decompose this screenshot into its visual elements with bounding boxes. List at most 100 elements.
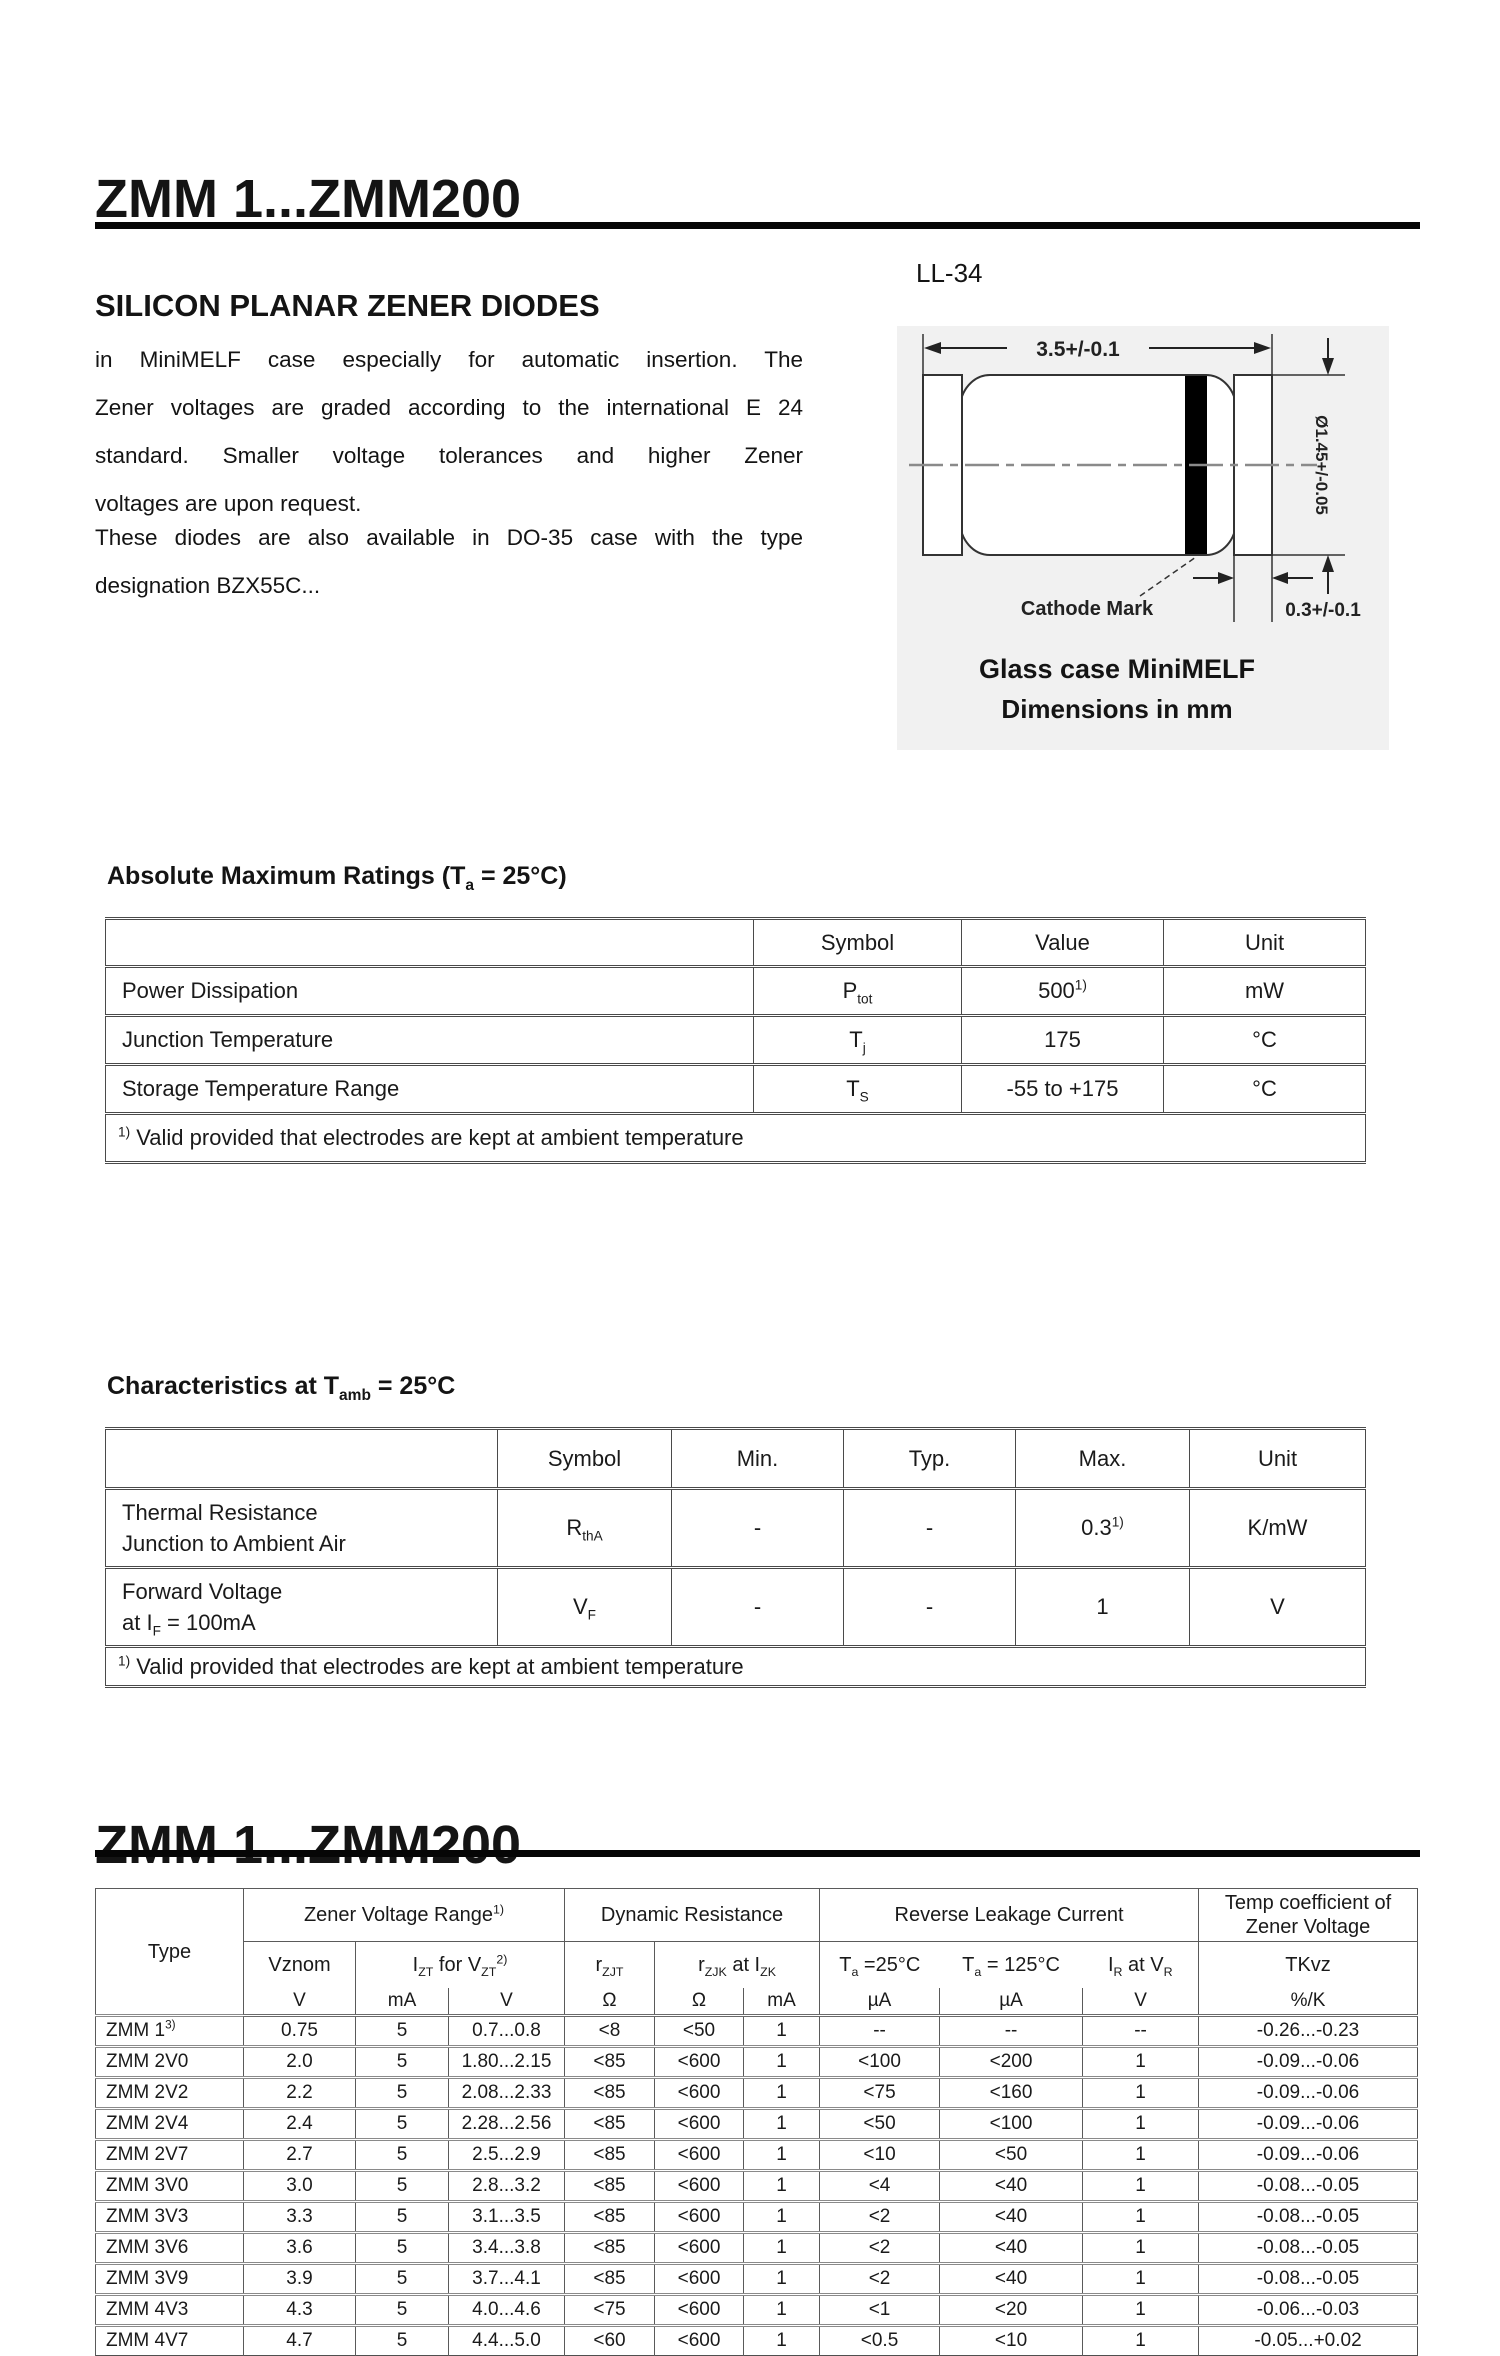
group-header-row: Type Zener Voltage Range1) Dynamic Resis…	[95, 1888, 1418, 2016]
abs-max-table: Symbol Value Unit Power Dissipation Ptot…	[105, 917, 1366, 1164]
column-header: Value	[961, 917, 1164, 967]
izt-cell: 5	[355, 2014, 449, 2047]
rzjt-cell: <85	[564, 2138, 655, 2171]
type-table-body: ZMM 13) 0.75 5 0.7...0.8 <8 <50 1 -- -- …	[95, 2014, 1418, 2356]
rzjk-cell: <600	[654, 2262, 744, 2295]
diode-outline-drawing: 3.5+/-0.1 Ø1.45+/-0.05 0.3+/-0.1 Cathode…	[909, 334, 1361, 622]
tkvz-cell: -0.26...-0.23	[1198, 2014, 1418, 2047]
table-row: ZMM 2V0 2.0 5 1.80...2.15 <85 <600 1 <10…	[95, 2045, 1418, 2078]
type-table: Type Zener Voltage Range1) Dynamic Resis…	[95, 1888, 1419, 2356]
table-footnote: 1) Valid provided that electrodes are ke…	[105, 1645, 1366, 1687]
rzjk-cell: <600	[654, 2138, 744, 2171]
ir-125c-cell: <10	[939, 2324, 1083, 2356]
diameter-dimension-label: Ø1.45+/-0.05	[1312, 415, 1331, 515]
figure-caption-dimensions: Dimensions in mm	[1001, 694, 1233, 724]
ir-125c-cell: <40	[939, 2262, 1083, 2295]
parameter-cell: Thermal Resistance Junction to Ambient A…	[105, 1487, 498, 1568]
ir-125c-cell: <200	[939, 2045, 1083, 2078]
paragraph-line: in MiniMELF case especially for automati…	[95, 347, 803, 372]
type-cell: ZMM 4V7	[95, 2324, 244, 2356]
rzjk-cell: <600	[654, 2324, 744, 2356]
group-header-zener-voltage: Zener Voltage Range1)	[242, 1888, 565, 1942]
vznom-cell: 2.4	[243, 2107, 356, 2140]
vzt-range-cell: 3.1...3.5	[447, 2200, 565, 2233]
paragraph-line: Zener voltages are graded according to t…	[95, 395, 803, 420]
vzt-range-cell: 2.8...3.2	[447, 2169, 565, 2202]
type-cell: ZMM 2V7	[95, 2138, 244, 2171]
group-header-temp-coefficient: Temp coefficient of Zener Voltage	[1198, 1888, 1418, 1942]
rzjt-cell: <85	[564, 2045, 655, 2078]
vr-cell: 1	[1082, 2293, 1199, 2326]
vr-cell: 1	[1082, 2231, 1199, 2264]
table-row: ZMM 2V2 2.2 5 2.08...2.33 <85 <600 1 <75…	[95, 2076, 1418, 2109]
parameter-cell: Power Dissipation	[105, 965, 754, 1016]
tkvz-cell: -0.08...-0.05	[1198, 2262, 1418, 2295]
izk-cell: 1	[743, 2231, 820, 2264]
table-row: ZMM 3V9 3.9 5 3.7...4.1 <85 <600 1 <2 <4…	[95, 2262, 1418, 2295]
rzjk-cell: <600	[654, 2293, 744, 2326]
tkvz-cell: -0.08...-0.05	[1198, 2231, 1418, 2264]
page-title: ZMM 1...ZMM200	[95, 169, 522, 230]
unit-header: µA	[939, 1988, 1083, 2017]
tkvz-cell: -0.05...+0.02	[1198, 2324, 1418, 2356]
table-header-row: Symbol Min. Typ. Max. Unit	[105, 1427, 1366, 1489]
paragraph-line: voltages are upon request.	[95, 491, 362, 516]
izk-cell: 1	[743, 2014, 820, 2047]
table-footnote: 1) Valid provided that electrodes are ke…	[105, 1112, 1366, 1163]
ir-25c-cell: <10	[819, 2138, 940, 2171]
footnote-row: 1) Valid provided that electrodes are ke…	[105, 1645, 1366, 1687]
tkvz-cell: -0.09...-0.06	[1198, 2076, 1418, 2109]
izk-cell: 1	[743, 2324, 820, 2356]
ir-125c-cell: <40	[939, 2169, 1083, 2202]
arrowhead-up-icon	[1322, 555, 1334, 572]
section-rule	[95, 1850, 1420, 1857]
vznom-cell: 3.3	[243, 2200, 356, 2233]
sub-header-ir-vr: IR at VR	[1107, 1953, 1173, 1979]
izk-cell: 1	[743, 2293, 820, 2326]
ir-125c-cell: --	[939, 2014, 1083, 2047]
footnote-row: 1) Valid provided that electrodes are ke…	[105, 1112, 1366, 1163]
tkvz-cell: -0.08...-0.05	[1198, 2169, 1418, 2202]
izt-cell: 5	[355, 2076, 449, 2109]
izt-cell: 5	[355, 2324, 449, 2356]
column-header: Unit	[1163, 917, 1366, 967]
min-cell: -	[671, 1487, 844, 1568]
page-subtitle: SILICON PLANAR ZENER DIODES	[95, 287, 600, 323]
rzjt-cell: <85	[564, 2262, 655, 2295]
vzt-range-cell: 0.7...0.8	[447, 2014, 565, 2047]
ir-125c-cell: <40	[939, 2231, 1083, 2264]
arrowhead-left-icon	[924, 342, 941, 354]
table-row: Thermal Resistance Junction to Ambient A…	[105, 1487, 1366, 1568]
package-figure-panel: 3.5+/-0.1 Ø1.45+/-0.05 0.3+/-0.1 Cathode…	[897, 326, 1389, 750]
rzjt-cell: <60	[564, 2324, 655, 2356]
parameter-cell: Storage Temperature Range	[105, 1063, 754, 1114]
vznom-cell: 2.2	[243, 2076, 356, 2109]
izt-cell: 5	[355, 2293, 449, 2326]
rzjk-cell: <600	[654, 2231, 744, 2264]
table-row: Forward Voltage at IF = 100mA VF - - 1 V	[105, 1566, 1366, 1647]
group-header-dynamic-resistance: Dynamic Resistance	[564, 1888, 820, 1942]
izk-cell: 1	[743, 2045, 820, 2078]
type-cell: ZMM 3V0	[95, 2169, 244, 2202]
izt-cell: 5	[355, 2107, 449, 2140]
vr-cell: 1	[1082, 2169, 1199, 2202]
vznom-cell: 4.3	[243, 2293, 356, 2326]
rzjk-cell: <600	[654, 2076, 744, 2109]
sub-header-rzjk-izk: rZJK at IZK	[654, 1941, 820, 1988]
column-header: Symbol	[753, 917, 962, 967]
tkvz-cell: -0.09...-0.06	[1198, 2138, 1418, 2171]
type-cell: ZMM 3V6	[95, 2231, 244, 2264]
izt-cell: 5	[355, 2045, 449, 2078]
table-row: Power Dissipation Ptot 5001) mW	[105, 965, 1366, 1016]
type-cell: ZMM 13)	[95, 2014, 244, 2047]
unit-header: V	[243, 1988, 356, 2017]
table-row: ZMM 2V7 2.7 5 2.5...2.9 <85 <600 1 <10 <…	[95, 2138, 1418, 2171]
type-column-header: Type	[95, 1888, 244, 2016]
parameter-cell: Junction Temperature	[105, 1014, 754, 1065]
paragraph-line: These diodes are also available in DO-35…	[95, 525, 803, 550]
izk-cell: 1	[743, 2262, 820, 2295]
sub-header-rzjt: rZJT	[564, 1941, 655, 1988]
symbol-cell: VF	[497, 1566, 672, 1647]
unit-header: Ω	[564, 1988, 655, 2017]
